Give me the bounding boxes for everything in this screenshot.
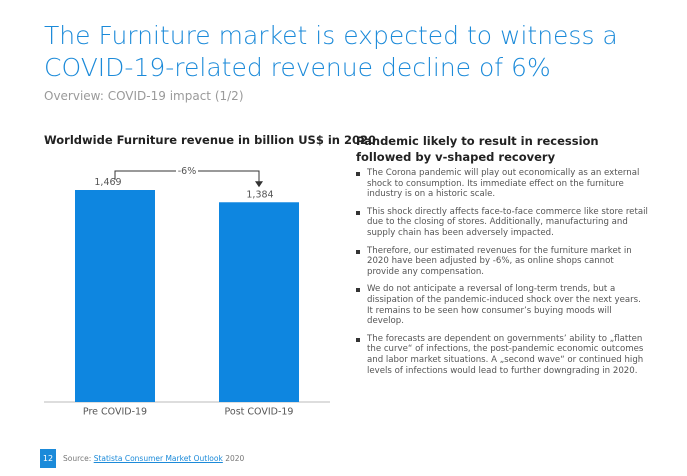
x-tick-label: Post COVID-19 [225, 406, 294, 417]
source: Source: Statista Consumer Market Outlook… [63, 454, 244, 463]
bullet: The forecasts are dependent on governmen… [356, 334, 648, 376]
bullet: The Corona pandemic will play out econom… [356, 168, 648, 200]
value-label: 1,469 [94, 177, 121, 188]
bar [75, 190, 155, 402]
bullet: This shock directly affects face-to-face… [356, 207, 648, 239]
bullet: We do not anticipate a reversal of long-… [356, 284, 648, 326]
value-label: 1,384 [246, 189, 273, 200]
panel-heading: Pandemic likely to result in recession f… [356, 134, 599, 164]
annotation-bg [176, 165, 198, 176]
x-tick-label: Pre COVID-19 [83, 406, 147, 417]
source-year: 2020 [225, 454, 245, 463]
source-prefix: Source: [63, 454, 92, 463]
chart-title: Worldwide Furniture revenue in billion U… [44, 133, 376, 147]
bar [219, 202, 299, 402]
slide-title: The Furniture market is expected to witn… [44, 21, 618, 82]
bullet-list: The Corona pandemic will play out econom… [356, 168, 648, 383]
source-link[interactable]: Statista Consumer Market Outlook [93, 454, 223, 463]
change-arrow [255, 181, 263, 188]
bullet: Therefore, our estimated revenues for th… [356, 246, 648, 278]
page-number: 12 [40, 449, 56, 468]
slide-subtitle: Overview: COVID-19 impact (1/2) [44, 89, 244, 103]
change-annotation: -6% [178, 166, 197, 177]
